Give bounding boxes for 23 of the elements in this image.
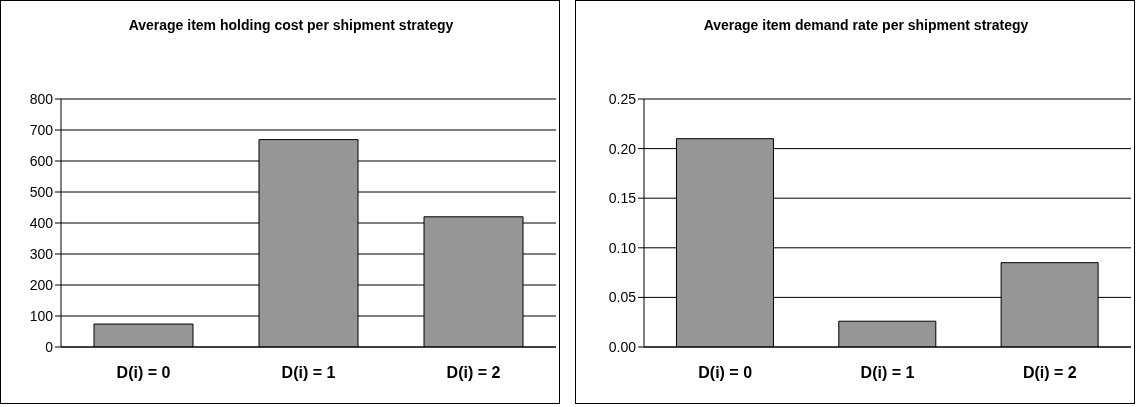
y-tick-label: 0: [45, 338, 54, 355]
y-tick-label: 700: [29, 121, 54, 138]
x-tick-label: D(i) = 2: [446, 364, 501, 382]
y-tick-label: 100: [29, 307, 54, 324]
y-tick-label: 0.05: [608, 289, 637, 306]
y-tick-label: 0.15: [608, 190, 637, 207]
y-tick-label: 600: [29, 152, 54, 169]
y-tick-label: 500: [29, 183, 54, 200]
chart-title: Average item holding cost per shipment strategy: [127, 16, 455, 35]
y-tick-label: 0.00: [608, 338, 637, 355]
y-tick-label: 800: [29, 90, 54, 107]
chart-title: Average item demand rate per shipment strategy: [702, 16, 1030, 35]
x-tick-label: D(i) = 0: [698, 364, 753, 382]
x-tick-label: D(i) = 0: [116, 364, 171, 382]
x-tick-label: D(i) = 1: [860, 364, 915, 382]
y-tick-label: 0.20: [608, 140, 637, 157]
x-tick-label: D(i) = 1: [281, 364, 336, 382]
y-tick-label: 0.25: [608, 90, 637, 107]
y-tick-label: 300: [29, 245, 54, 262]
y-tick-label: 0.10: [608, 239, 637, 256]
y-tick-label: 200: [29, 276, 54, 293]
x-tick-label: D(i) = 2: [1022, 364, 1077, 382]
y-tick-label: 400: [29, 214, 54, 231]
